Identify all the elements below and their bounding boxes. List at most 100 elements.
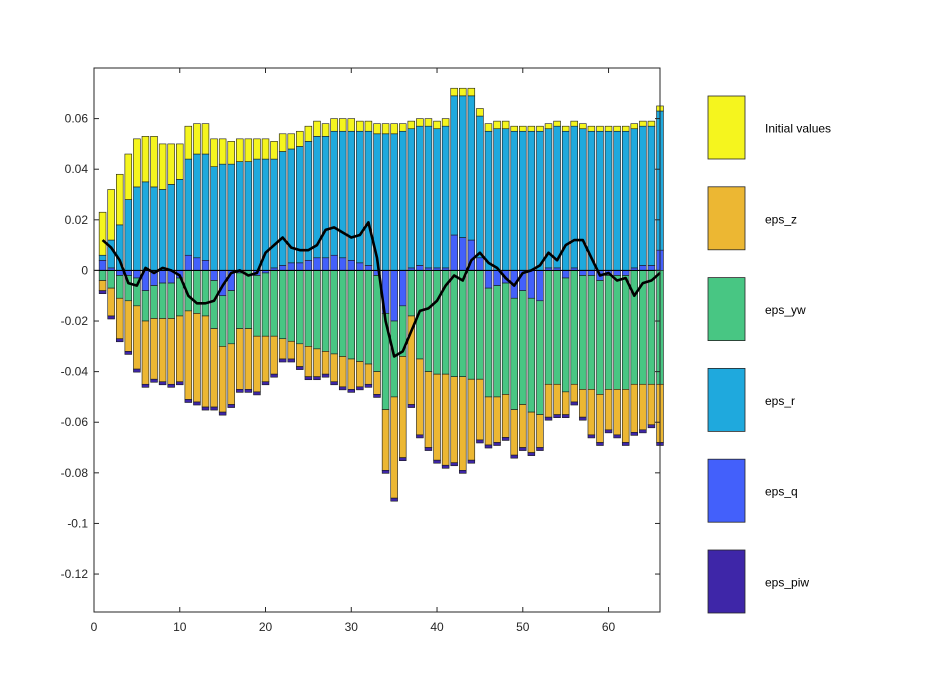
bar-eps_piw bbox=[193, 401, 201, 406]
bar-eps_piw bbox=[647, 424, 656, 429]
bar-eps_yw bbox=[287, 270, 295, 342]
legend-swatch-eps_r bbox=[707, 367, 746, 432]
bar-eps_yw bbox=[141, 290, 150, 322]
bar-initial-values bbox=[373, 123, 381, 135]
bar-eps_q bbox=[450, 234, 458, 271]
bar-eps_r bbox=[596, 130, 604, 271]
legend-label: eps_piw bbox=[765, 576, 809, 590]
bar-eps_q bbox=[613, 270, 621, 276]
bar-eps_q bbox=[647, 265, 656, 271]
bar-eps_r bbox=[158, 189, 167, 271]
bar-eps_r bbox=[218, 163, 227, 271]
bar-eps_r bbox=[193, 153, 201, 259]
bar-eps_piw bbox=[527, 452, 536, 456]
bar-eps_r bbox=[176, 179, 184, 271]
bar-eps_r bbox=[459, 95, 467, 238]
bar-eps_z bbox=[124, 300, 133, 352]
bar-eps_r bbox=[621, 130, 630, 271]
bar-eps_piw bbox=[201, 406, 210, 411]
bar-initial-values bbox=[193, 123, 201, 155]
bar-eps_yw bbox=[519, 290, 527, 405]
bar-eps_r bbox=[201, 153, 210, 261]
bar-eps_z bbox=[330, 353, 338, 383]
bar-eps_yw bbox=[596, 280, 604, 395]
bar-initial-values bbox=[167, 143, 175, 185]
bar-eps_q bbox=[287, 262, 295, 271]
bar-eps_q bbox=[579, 270, 587, 276]
bar-eps_r bbox=[124, 199, 133, 271]
legend: Initial values eps_z eps_yw eps_r eps_q eps_p… bbox=[707, 95, 831, 614]
bar-eps_yw bbox=[561, 277, 570, 393]
bar-eps_r bbox=[330, 130, 338, 256]
bar-eps_yw bbox=[484, 287, 493, 398]
bar-eps_piw bbox=[510, 454, 518, 459]
bar-initial-values bbox=[116, 173, 124, 226]
bar-eps_z bbox=[501, 394, 510, 438]
bar-eps_piw bbox=[133, 368, 141, 373]
bar-initial-values bbox=[510, 125, 518, 132]
bar-eps_q bbox=[347, 259, 355, 271]
bar-eps_yw bbox=[536, 300, 544, 415]
y-tick-label: -0.12 bbox=[61, 567, 89, 581]
bar-initial-values bbox=[484, 123, 493, 132]
x-tick-label: 20 bbox=[259, 620, 273, 634]
bar-eps_yw bbox=[587, 275, 596, 390]
bar-eps_piw bbox=[150, 378, 158, 383]
bar-eps_z bbox=[630, 383, 639, 433]
bar-eps_piw bbox=[381, 470, 390, 474]
bar-eps_piw bbox=[493, 442, 501, 446]
bar-eps_q bbox=[313, 257, 321, 271]
bar-initial-values bbox=[579, 123, 587, 130]
bar-eps_yw bbox=[201, 270, 210, 317]
bar-eps_z bbox=[253, 335, 261, 393]
bar-eps_piw bbox=[107, 315, 115, 320]
bar-eps_piw bbox=[253, 391, 261, 396]
bar-eps_yw bbox=[407, 270, 416, 317]
bar-eps_yw bbox=[107, 270, 115, 289]
bar-eps_piw bbox=[630, 432, 639, 436]
bar-eps_z bbox=[321, 351, 330, 375]
bar-eps_r bbox=[184, 158, 193, 256]
x-tick-label: 40 bbox=[430, 620, 444, 634]
bar-eps_r bbox=[639, 125, 647, 266]
bar-initial-values bbox=[476, 108, 484, 117]
bar-eps_z bbox=[287, 340, 295, 360]
bar-eps_yw bbox=[630, 270, 639, 385]
bar-eps_yw bbox=[424, 270, 433, 372]
bar-eps_z bbox=[398, 356, 407, 458]
bar-eps_z bbox=[587, 389, 596, 436]
bar-eps_z bbox=[424, 371, 433, 448]
bar-eps_z bbox=[218, 346, 227, 413]
bar-eps_q bbox=[338, 257, 347, 271]
bar-eps_z bbox=[510, 409, 518, 456]
bar-eps_z bbox=[621, 389, 630, 443]
bar-initial-values bbox=[313, 120, 321, 137]
bar-eps_r bbox=[253, 158, 261, 271]
bar-eps_piw bbox=[313, 376, 321, 381]
bar-eps_q bbox=[184, 254, 193, 271]
bar-eps_piw bbox=[116, 338, 124, 343]
legend-swatch-initial-values bbox=[707, 95, 746, 160]
bar-initial-values bbox=[227, 141, 235, 165]
bar-eps_r bbox=[141, 181, 150, 271]
bar-initial-values bbox=[184, 125, 193, 160]
bar-eps_z bbox=[373, 371, 381, 395]
legend-label: eps_yw bbox=[765, 303, 806, 317]
bar-eps_piw bbox=[596, 442, 604, 446]
bar-eps_yw bbox=[501, 282, 510, 395]
bar-eps_z bbox=[278, 338, 287, 360]
bar-eps_r bbox=[587, 130, 596, 271]
bar-initial-values bbox=[630, 123, 639, 130]
legend-label: eps_r bbox=[765, 394, 795, 408]
y-tick-label: -0.04 bbox=[61, 365, 89, 379]
y-tick-label: 0.04 bbox=[65, 162, 89, 176]
bar-initial-values bbox=[364, 120, 373, 132]
legend-swatch-eps_q bbox=[707, 458, 746, 523]
bar-eps_z bbox=[133, 305, 141, 370]
bar-initial-values bbox=[441, 118, 450, 127]
bar-eps_z bbox=[261, 335, 270, 383]
bar-eps_yw bbox=[579, 275, 587, 390]
y-tick-label: 0 bbox=[81, 263, 88, 277]
bar-eps_piw bbox=[158, 381, 167, 386]
bar-eps_r bbox=[613, 130, 621, 271]
